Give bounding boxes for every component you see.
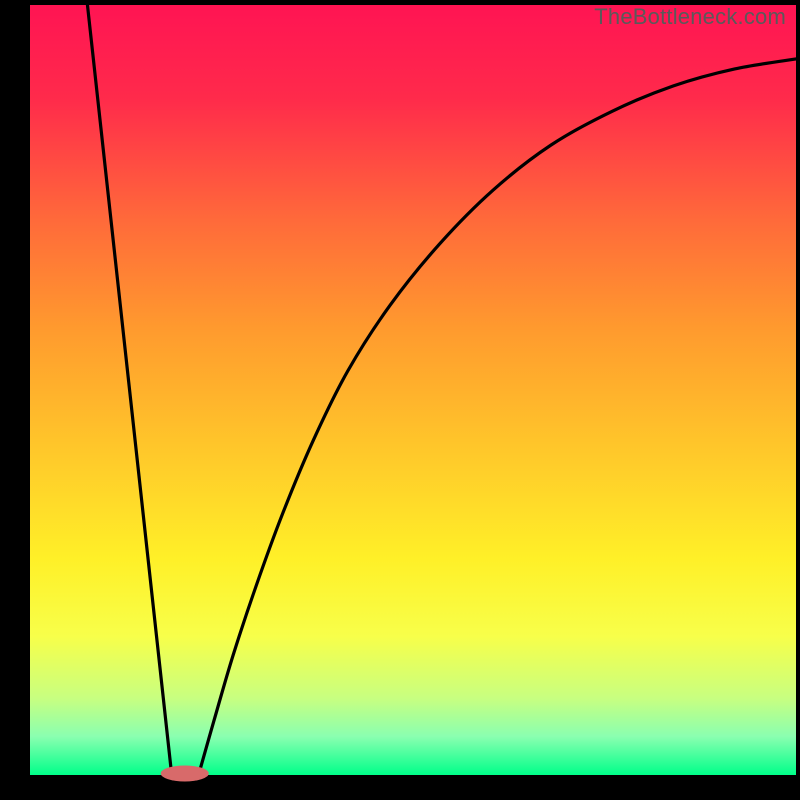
chart-background-gradient	[30, 5, 796, 775]
optimal-point-marker	[161, 765, 209, 781]
bottleneck-chart-container: TheBottleneck.com	[0, 0, 800, 800]
bottleneck-chart	[0, 0, 800, 800]
